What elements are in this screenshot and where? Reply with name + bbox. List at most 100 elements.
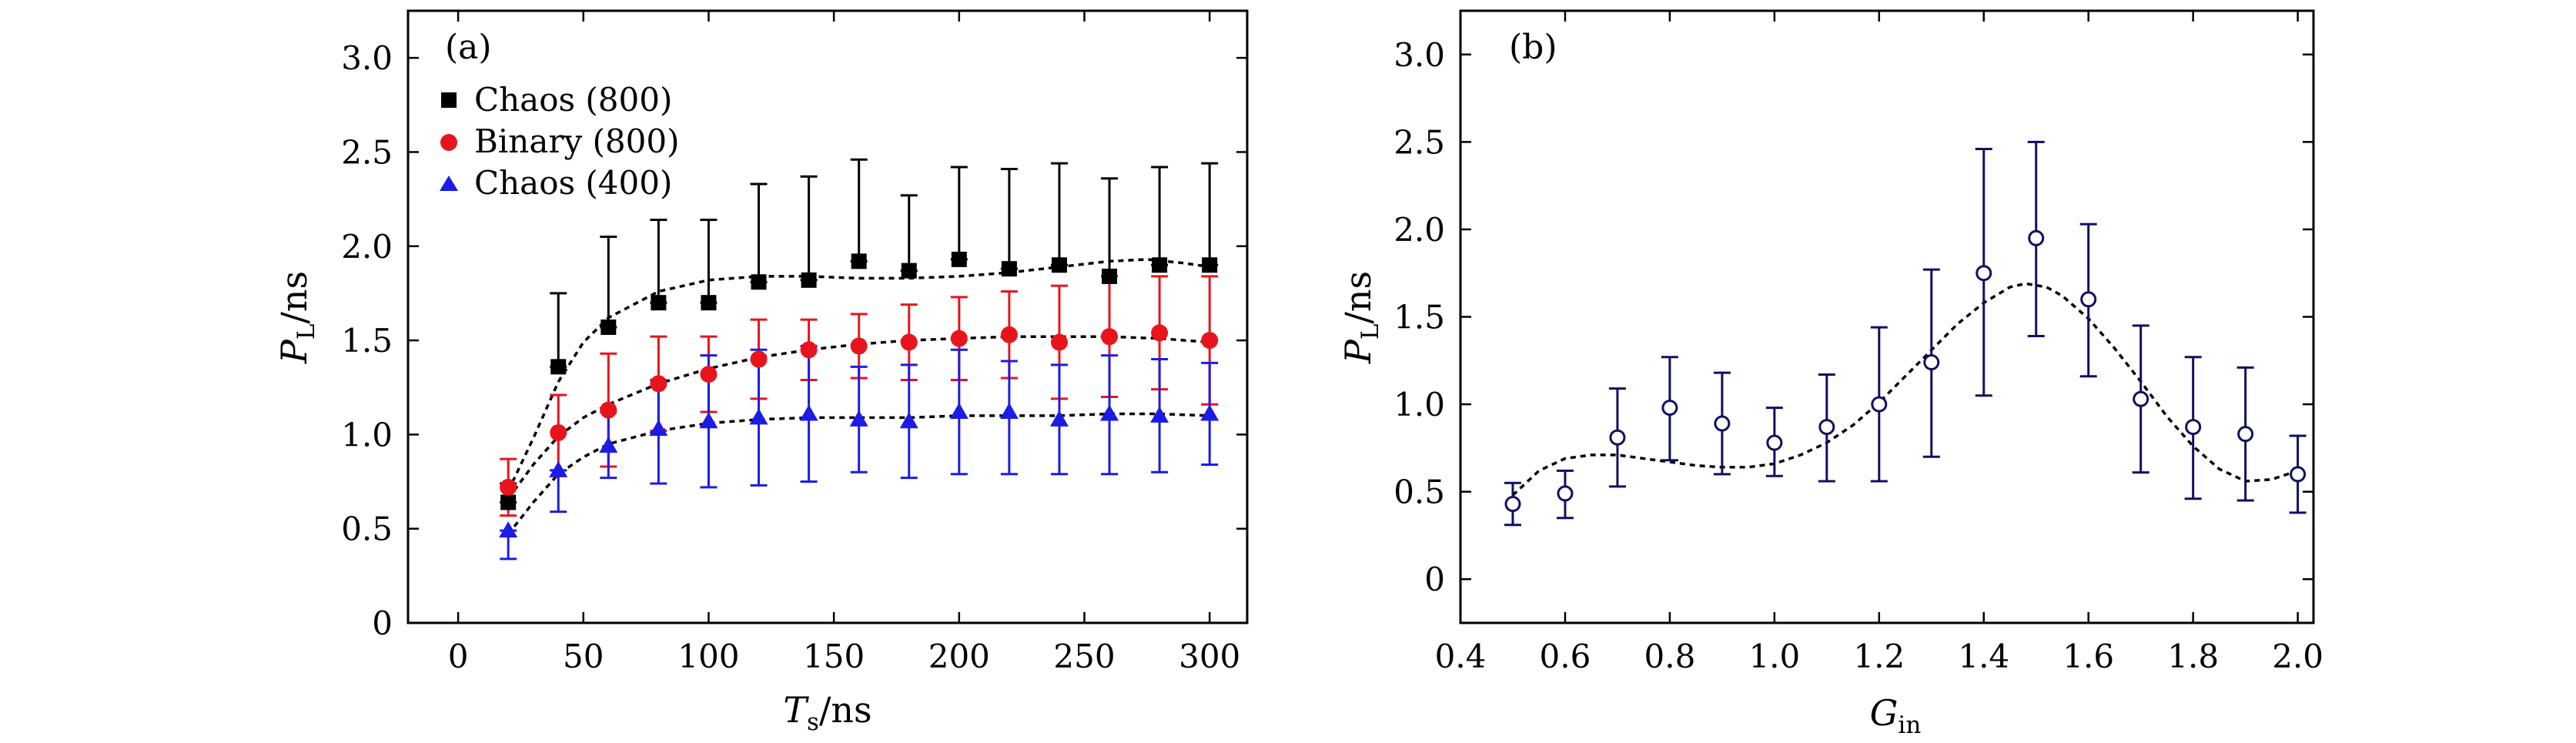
x-tick-label: 250: [1053, 638, 1115, 675]
data-point-triangle: [1150, 406, 1169, 423]
x-tick-label: 0.4: [1435, 638, 1487, 675]
data-point-triangle: [999, 403, 1019, 420]
panel-a: 0 50 100 150 200 250 300 0 0.5 1.0 1.5 2.0 2.5 3.0 (…: [273, 9, 1249, 736]
data-point-triangle: [599, 437, 618, 453]
panel-b-errorbars: [1504, 140, 2307, 527]
panel-a-x-axis-title: Ts/ns: [783, 689, 871, 736]
data-point-square: [701, 295, 717, 311]
data-point-triangle: [549, 460, 568, 477]
data-point-open-circle: [2080, 291, 2097, 308]
data-point-circle: [1201, 332, 1219, 350]
data-point-open-circle: [1661, 400, 1678, 417]
error-bar: [750, 182, 768, 283]
legend-triangle-marker: [440, 176, 458, 191]
error-bar: [950, 166, 968, 261]
x-tick-label: 300: [1179, 638, 1240, 675]
y-tick-label: 1.0: [341, 416, 393, 453]
data-point-circle: [950, 330, 968, 347]
data-point-square: [601, 319, 617, 335]
panel-a-ticks: [408, 11, 1247, 624]
data-point-circle: [800, 341, 818, 359]
error-bar: [800, 175, 818, 282]
data-point-square: [901, 263, 917, 279]
data-point-circle: [1101, 328, 1119, 346]
data-point-square: [951, 251, 967, 267]
error-bar: [600, 236, 617, 329]
data-point-circle: [750, 350, 768, 368]
data-point-triangle: [749, 408, 768, 425]
panel-b-frame: [1459, 9, 2315, 624]
data-point-triangle: [849, 410, 868, 427]
x-tick-label: 2.0: [2272, 638, 2323, 675]
panel-b: 0.4 0.6 0.8 1.0 1.2 1.4 1.6 1.8 2.0 0 0.5 1.0 1.5 2.…: [1337, 9, 2323, 739]
data-point-square: [1051, 257, 1067, 273]
panel-b-ticks: [1459, 11, 2313, 623]
data-point-triangle: [949, 403, 969, 420]
data-point-open-circle: [1871, 396, 1888, 413]
error-bar: [1050, 162, 1068, 266]
panel-a-y-tick-labels: 0 0.5 1.0 1.5 2.0 2.5 3.0: [341, 39, 393, 642]
legend-label-chaos-400: Chaos (400): [474, 164, 672, 202]
y-tick-label: 2.0: [341, 228, 393, 266]
data-point-square: [651, 295, 667, 311]
data-point-open-circle: [1975, 265, 1992, 282]
data-point-square: [801, 272, 817, 288]
legend-label-binary-800: Binary (800): [474, 122, 679, 160]
y-tick-label: 2.5: [1393, 123, 1445, 161]
data-point-square: [851, 253, 867, 269]
panel-a-frame: [406, 9, 1249, 624]
y-tick-label: 0.5: [341, 510, 393, 548]
panel-a-legend: Chaos (800) Binary (800) Chaos (400): [440, 81, 679, 202]
data-point-square: [1152, 257, 1168, 273]
data-point-open-circle: [2028, 229, 2045, 246]
data-point-circle: [700, 366, 718, 383]
panel-b-y-tick-labels: 0 0.5 1.0 1.5 2.0 2.5 3.0: [1393, 36, 1445, 598]
x-tick-label: 1.2: [1853, 638, 1905, 675]
error-bar: [550, 292, 567, 368]
fit-curve: [507, 258, 1210, 492]
data-point-open-circle: [1714, 415, 1731, 432]
panel-a-y-axis-title: PL/ns: [273, 271, 320, 364]
x-tick-label: 0.6: [1540, 638, 1591, 675]
data-point-open-circle: [1504, 496, 1521, 513]
data-point-open-circle: [2133, 390, 2149, 407]
data-point-triangle: [899, 412, 918, 429]
data-point-circle: [850, 337, 868, 355]
error-bar: [1151, 166, 1169, 266]
data-point-open-circle: [1609, 429, 1626, 446]
x-tick-label: 1.6: [2062, 638, 2114, 675]
data-point-square: [1102, 268, 1118, 284]
y-tick-label: 1.5: [341, 322, 393, 360]
y-tick-label: 1.5: [1393, 299, 1445, 336]
x-tick-label: 1.0: [1748, 638, 1800, 675]
y-tick-label: 2.5: [341, 133, 393, 171]
legend-label-chaos-800: Chaos (800): [474, 81, 672, 119]
legend-square-marker: [441, 92, 457, 108]
data-point-circle: [650, 375, 667, 393]
data-point-open-circle: [2290, 466, 2307, 483]
data-point-square: [1001, 261, 1017, 277]
data-point-open-circle: [1766, 434, 1783, 451]
data-point-triangle: [499, 521, 518, 538]
data-point-triangle: [649, 420, 668, 437]
data-point-circle: [500, 478, 517, 496]
x-tick-label: 50: [563, 638, 604, 675]
data-point-square: [550, 359, 567, 375]
panel-a-label: (a): [445, 28, 492, 67]
data-point-circle: [900, 333, 918, 351]
y-tick-label: 0.5: [1393, 474, 1445, 511]
data-point-triangle: [1200, 404, 1219, 421]
x-tick-label: 0.8: [1644, 638, 1696, 675]
error-bar: [900, 194, 918, 273]
data-point-circle: [1000, 326, 1018, 343]
data-point-open-circle: [1923, 354, 1940, 371]
data-point-open-circle: [2237, 426, 2254, 443]
data-point-triangle: [1100, 404, 1119, 421]
legend-circle-marker: [440, 134, 457, 151]
data-point-open-circle: [1818, 419, 1835, 436]
y-tick-label: 0: [1424, 561, 1445, 598]
data-point-square: [751, 274, 767, 290]
x-tick-label: 1.8: [2167, 638, 2219, 675]
x-tick-label: 1.4: [1958, 638, 2009, 675]
